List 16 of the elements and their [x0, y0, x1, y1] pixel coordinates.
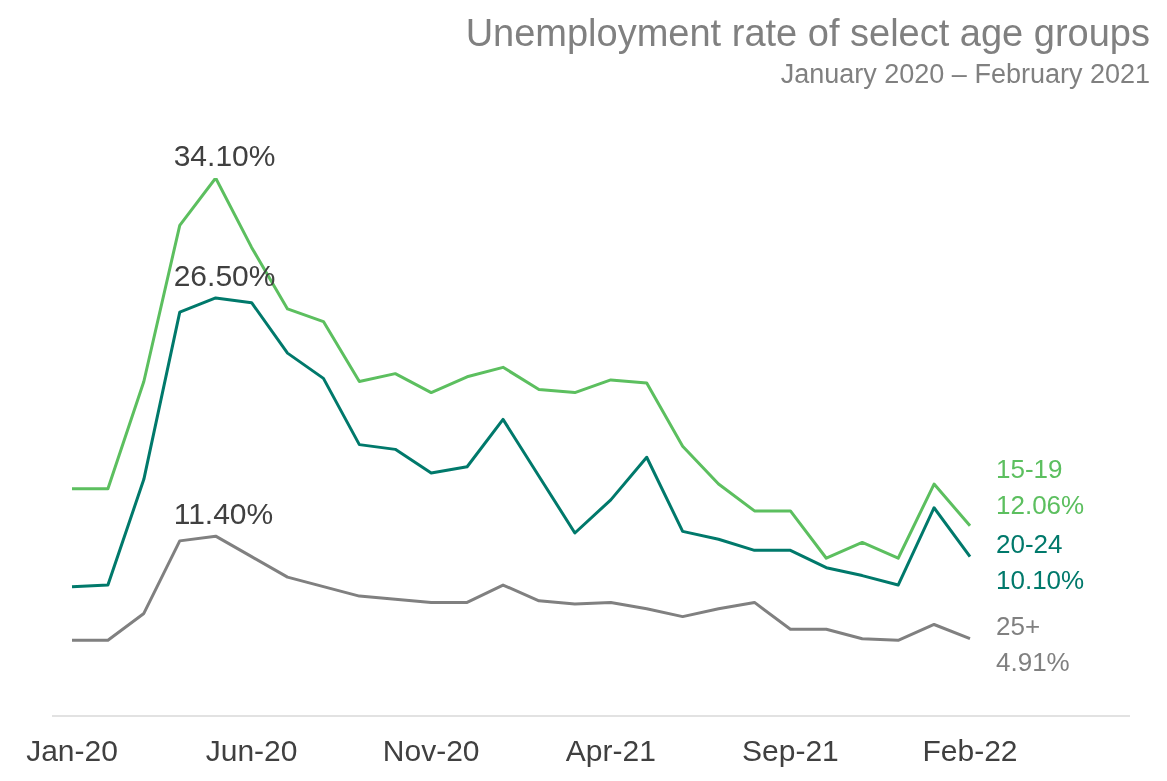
data-label: 4.91% — [996, 646, 1070, 677]
series-label: 25+ — [996, 610, 1041, 641]
series-label: 20-24 — [996, 528, 1063, 559]
series-label: 15-19 — [996, 453, 1063, 484]
data-label: 34.10% — [173, 139, 276, 172]
chart-subtitle: January 2020 – February 2021 — [779, 58, 1150, 91]
data-label: 11.40% — [173, 497, 274, 531]
x-tick-label: Jan-20 — [26, 734, 118, 768]
x-tick-label: Sep-21 — [742, 734, 839, 768]
x-tick-label: Apr-21 — [565, 734, 656, 768]
data-label: 12.06% — [996, 489, 1085, 520]
x-tick-label: Nov-20 — [382, 734, 480, 768]
data-label: 10.10% — [996, 564, 1085, 595]
x-tick-label: Feb-22 — [922, 734, 1018, 768]
x-tick-label: Jun-20 — [205, 734, 298, 768]
chart-title: Unemployment rate of select age groups — [465, 11, 1150, 56]
